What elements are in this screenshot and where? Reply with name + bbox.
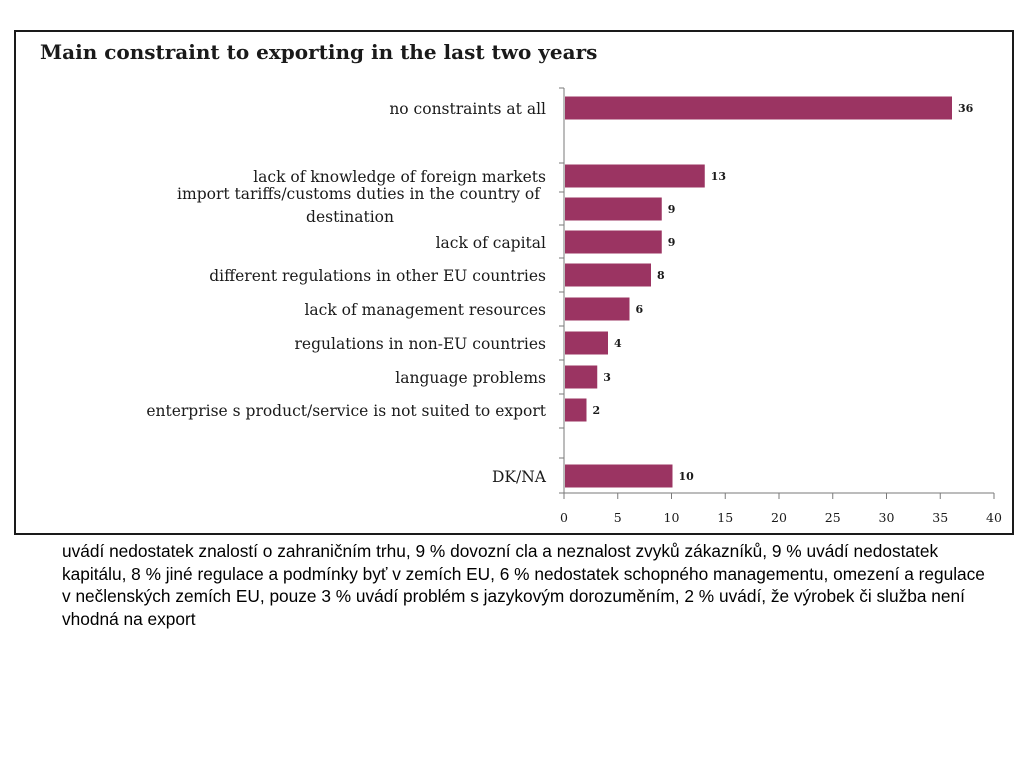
bar [565, 365, 598, 389]
data-label: 13 [711, 170, 726, 183]
category-label: no constraints at all [389, 100, 546, 118]
category-label: language problems [395, 369, 546, 387]
category-label: lack of knowledge of foreign markets [253, 168, 546, 186]
category-label: lack of capital [436, 234, 546, 252]
data-label: 9 [668, 236, 676, 249]
bar [565, 398, 587, 422]
data-label: 3 [603, 371, 611, 384]
x-tick-label: 10 [664, 510, 680, 525]
category-label: enterprise s product/service is not suit… [146, 402, 546, 420]
bar [565, 297, 630, 321]
x-tick-label: 30 [879, 510, 895, 525]
bar [565, 230, 662, 254]
bar [565, 263, 651, 287]
category-label: lack of management resources [304, 301, 546, 319]
category-label: DK/NA [492, 468, 547, 486]
chart-title: Main constraint to exporting in the last… [40, 40, 597, 64]
bar [565, 164, 705, 188]
data-label: 36 [958, 102, 974, 115]
x-tick-label: 25 [825, 510, 841, 525]
data-label: 4 [614, 337, 622, 350]
x-tick-label: 40 [986, 510, 1002, 525]
bar [565, 331, 608, 355]
bar-chart: Main constraint to exporting in the last… [40, 40, 1002, 525]
category-label: different regulations in other EU countr… [209, 267, 546, 285]
data-label: 9 [668, 203, 676, 216]
bar [565, 464, 673, 488]
x-axis: 0 5 10 15 20 25 30 35 40 [559, 87, 1002, 525]
data-label: 8 [657, 269, 665, 282]
data-label: 6 [636, 303, 644, 316]
x-tick-label: 5 [614, 510, 622, 525]
chart-frame: Main constraint to exporting in the last… [14, 30, 1014, 535]
x-tick-label: 35 [932, 510, 948, 525]
x-tick-label: 0 [560, 510, 568, 525]
data-label: 10 [679, 470, 695, 483]
caption-text: uvádí nedostatek znalostí o zahraničním … [62, 541, 985, 629]
bar [565, 96, 952, 120]
category-label: regulations in non-EU countries [295, 335, 547, 353]
x-tick-label: 20 [771, 510, 787, 525]
category-label: import tariffs/customs duties in the cou… [177, 185, 541, 203]
category-label: destination [306, 208, 394, 226]
bar [565, 197, 662, 221]
x-tick-label: 15 [717, 510, 733, 525]
data-label: 2 [593, 404, 601, 417]
